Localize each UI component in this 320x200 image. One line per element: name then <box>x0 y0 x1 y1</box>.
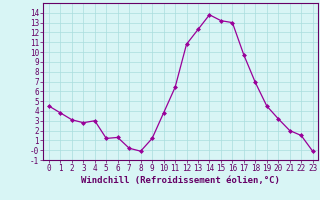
X-axis label: Windchill (Refroidissement éolien,°C): Windchill (Refroidissement éolien,°C) <box>81 176 280 185</box>
